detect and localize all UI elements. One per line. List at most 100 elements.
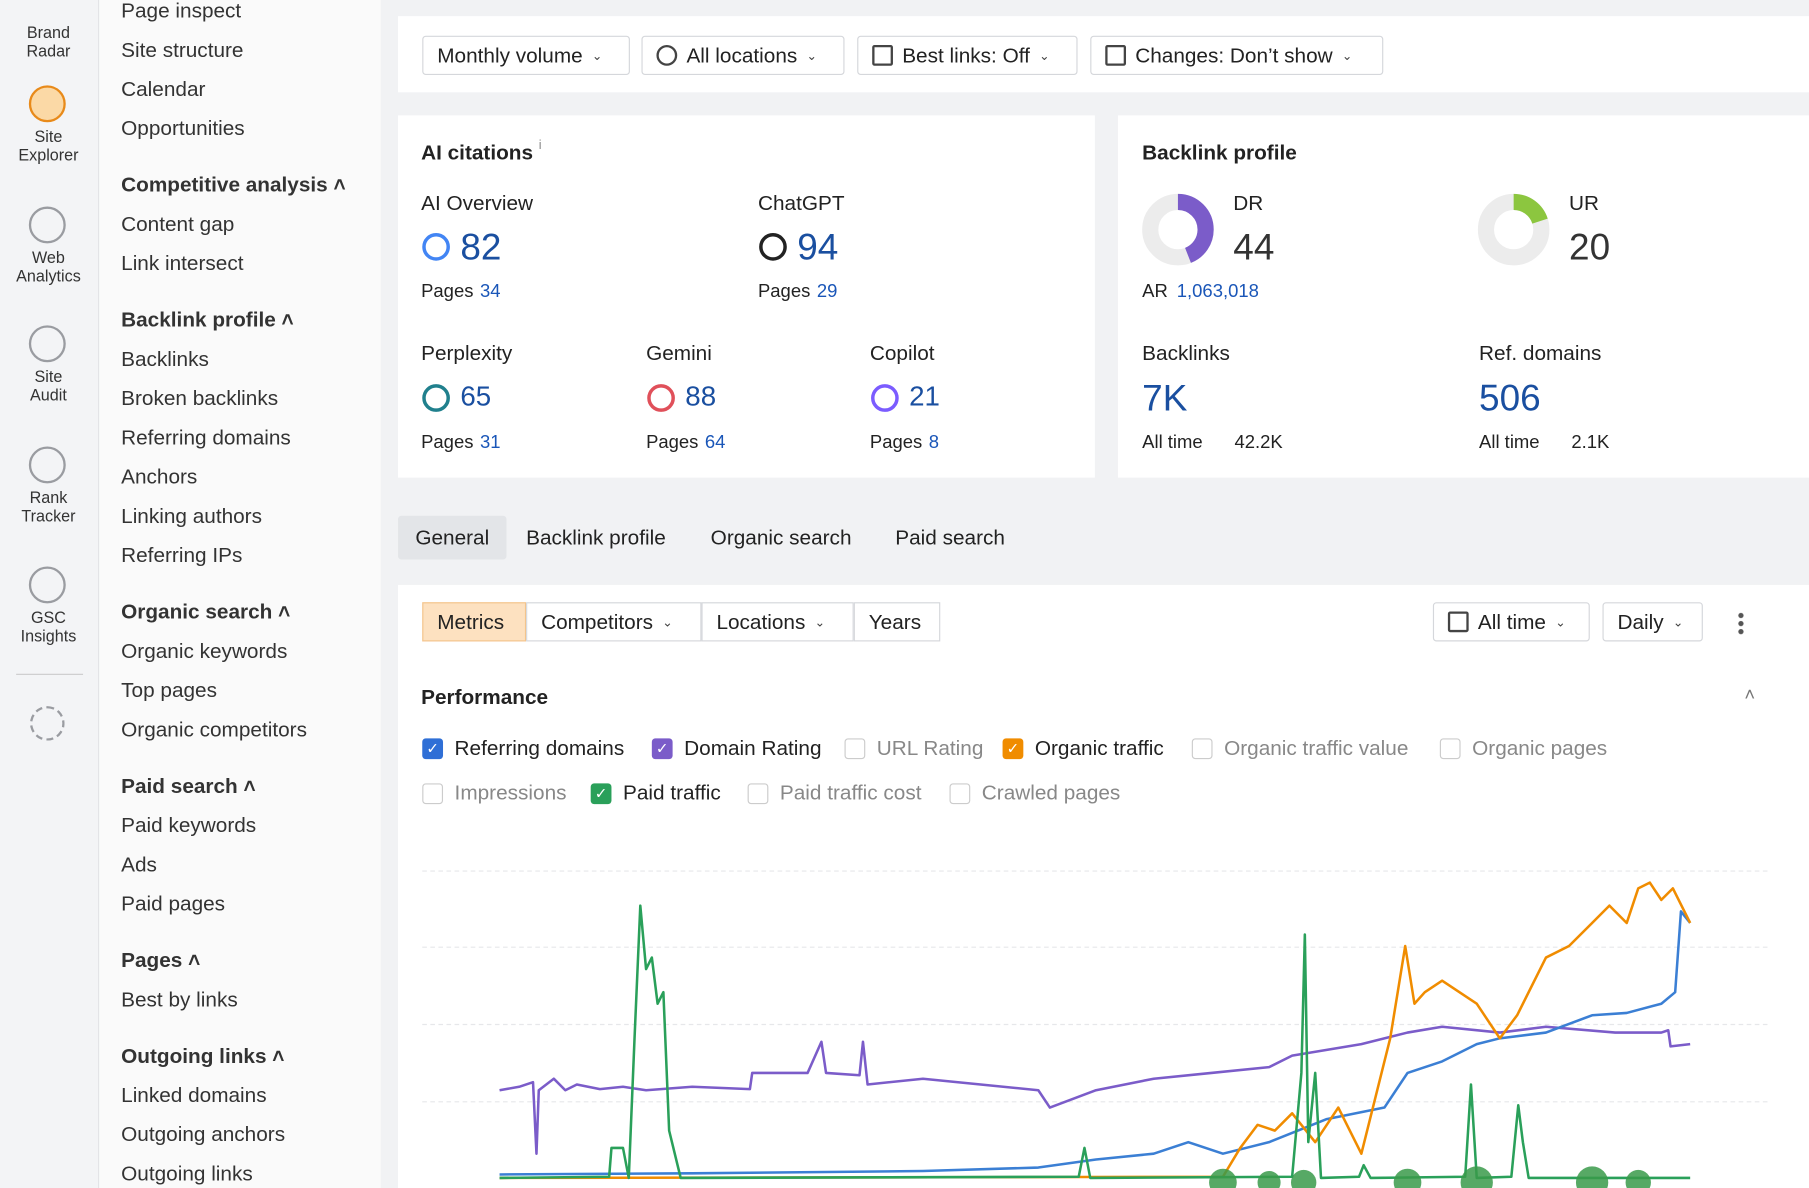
nav-item[interactable]: Content gap xyxy=(121,212,235,236)
toolbar-button[interactable]: Locations ⌄ xyxy=(701,602,854,642)
pages-count[interactable]: 29 xyxy=(816,281,838,302)
nav-group-title[interactable]: Organic search ˄ xyxy=(121,600,291,624)
nav-group-title[interactable]: Outgoing links ˄ xyxy=(121,1044,285,1068)
pages-count[interactable]: 34 xyxy=(479,281,501,302)
chevron-icon: ⌄ xyxy=(814,615,826,630)
metric-value: 20 xyxy=(1569,225,1611,268)
nav-item[interactable]: Organic competitors xyxy=(121,717,307,741)
metric-value[interactable]: 7K xyxy=(1142,377,1188,419)
tab[interactable]: Paid search xyxy=(895,526,1005,550)
pages-count[interactable]: 64 xyxy=(704,433,726,453)
chevron-icon: ⌄ xyxy=(591,49,603,63)
nav-item[interactable]: Top pages xyxy=(121,678,217,702)
pages-count[interactable]: 31 xyxy=(479,433,501,453)
app-icon[interactable] xyxy=(28,85,66,123)
filter-button[interactable]: All locations ⌄ xyxy=(641,35,845,75)
chevron-icon: ⌄ xyxy=(806,49,818,63)
checkbox[interactable]: ✓ xyxy=(422,738,444,760)
tab[interactable]: Organic search xyxy=(710,526,852,550)
app-icon[interactable] xyxy=(28,206,66,244)
toolbar-label: Years xyxy=(868,609,922,633)
nav-group-title[interactable]: Competitive analysis ˄ xyxy=(121,173,346,197)
nav-item[interactable]: Referring IPs xyxy=(121,543,243,567)
metric-label: Ref. domains xyxy=(1479,341,1602,365)
nav-group-title[interactable]: Backlink profile ˄ xyxy=(121,308,294,332)
nav-item[interactable]: Linked domains xyxy=(121,1083,267,1107)
app-label[interactable]: Web Analytics xyxy=(16,248,81,285)
nav-item[interactable]: Paid keywords xyxy=(121,813,257,837)
nav-item[interactable]: Anchors xyxy=(121,465,198,489)
engine-name: Gemini xyxy=(646,341,712,365)
nav-item[interactable]: Best by links xyxy=(121,987,238,1011)
checkbox[interactable] xyxy=(422,783,444,805)
filter-button[interactable]: Changes: Don’t show ⌄ xyxy=(1090,35,1384,75)
chevron-icon: ⌄ xyxy=(1555,615,1566,630)
metric-value[interactable]: 1,063,018 xyxy=(1176,281,1259,302)
checkbox[interactable]: ✓ xyxy=(1002,738,1024,760)
metric-label: UR xyxy=(1569,191,1600,215)
settings-icon[interactable] xyxy=(29,706,65,741)
app-label[interactable]: GSC Insights xyxy=(20,607,77,645)
checkbox-label[interactable]: Paid traffic cost xyxy=(779,781,922,805)
tab[interactable]: General xyxy=(398,515,507,560)
nav-item[interactable]: Opportunities xyxy=(121,116,245,140)
checkbox[interactable] xyxy=(1439,738,1461,760)
app-label[interactable]: Brand Radar xyxy=(26,23,71,60)
nav-item[interactable]: Ads xyxy=(121,852,157,876)
app-label[interactable]: Site Explorer xyxy=(18,126,79,164)
checkbox[interactable] xyxy=(1191,738,1213,760)
app-icon[interactable] xyxy=(28,325,66,363)
metric-value[interactable]: 506 xyxy=(1479,377,1541,419)
nav-item[interactable]: Outgoing links xyxy=(121,1162,253,1186)
nav-item[interactable]: Calendar xyxy=(121,77,206,101)
nav-group-title[interactable]: Paid search ˄ xyxy=(121,774,256,798)
annotation-bubble xyxy=(1209,1168,1237,1188)
checkbox-label[interactable]: Organic pages xyxy=(1472,736,1608,760)
toolbar-button[interactable]: All time ⌄ xyxy=(1432,602,1590,642)
nav-item[interactable]: Page inspect xyxy=(121,0,242,23)
nav-item[interactable]: Link intersect xyxy=(121,251,244,275)
checkbox[interactable] xyxy=(844,738,866,760)
checkbox-label[interactable]: URL Rating xyxy=(876,736,984,760)
nav-item[interactable]: Broken backlinks xyxy=(121,386,279,410)
checkbox[interactable]: ✓ xyxy=(590,783,612,805)
annotation-bubble xyxy=(1460,1166,1493,1188)
app-label[interactable]: Site Audit xyxy=(30,366,67,404)
toolbar-button[interactable]: Competitors ⌄ xyxy=(526,602,702,642)
checkbox[interactable]: ✓ xyxy=(651,738,673,760)
toolbar-button[interactable]: Years xyxy=(853,602,941,642)
filter-button[interactable]: Monthly volume ⌄ xyxy=(422,35,630,75)
app-icon[interactable] xyxy=(28,566,66,604)
nav-item[interactable]: Site structure xyxy=(121,38,244,62)
metric-label: DR xyxy=(1233,191,1264,215)
more-menu[interactable] xyxy=(1737,611,1745,635)
collapse-icon[interactable]: ˄ xyxy=(1744,685,1756,705)
toolbar-button[interactable]: Daily ⌄ xyxy=(1602,602,1703,642)
nav-item[interactable]: Referring domains xyxy=(121,425,291,450)
info-icon: i xyxy=(538,138,542,153)
checkbox-label[interactable]: Crawled pages xyxy=(981,781,1121,805)
nav-item[interactable]: Outgoing anchors xyxy=(121,1122,286,1146)
ai-citations-card xyxy=(398,115,1095,478)
checkbox[interactable] xyxy=(949,783,971,805)
app-icon[interactable] xyxy=(28,446,66,484)
nav-item[interactable]: Paid pages xyxy=(121,892,226,916)
toolbar-button[interactable]: Metrics xyxy=(422,602,527,642)
nav-item[interactable]: Linking authors xyxy=(121,504,262,528)
filter-button[interactable]: Best links: Off ⌄ xyxy=(857,35,1078,75)
nav-item[interactable]: Backlinks xyxy=(121,347,209,371)
nav-group-title[interactable]: Pages ˄ xyxy=(121,948,201,972)
checkbox-label[interactable]: Organic traffic value xyxy=(1224,736,1409,760)
checkbox-label[interactable]: Organic traffic xyxy=(1034,736,1164,760)
pages-count[interactable]: 8 xyxy=(928,433,940,453)
checkbox-label[interactable]: Paid traffic xyxy=(622,781,721,805)
checkbox-label[interactable]: Referring domains xyxy=(454,736,625,760)
app-label[interactable]: Rank Tracker xyxy=(21,488,76,525)
nav-item[interactable]: Organic keywords xyxy=(121,639,288,663)
donut xyxy=(1477,193,1550,266)
checkbox-label[interactable]: Impressions xyxy=(454,781,567,805)
checkbox-label[interactable]: Domain Rating xyxy=(684,736,822,760)
checkbox[interactable] xyxy=(747,783,769,805)
tab[interactable]: Backlink profile xyxy=(526,526,666,550)
